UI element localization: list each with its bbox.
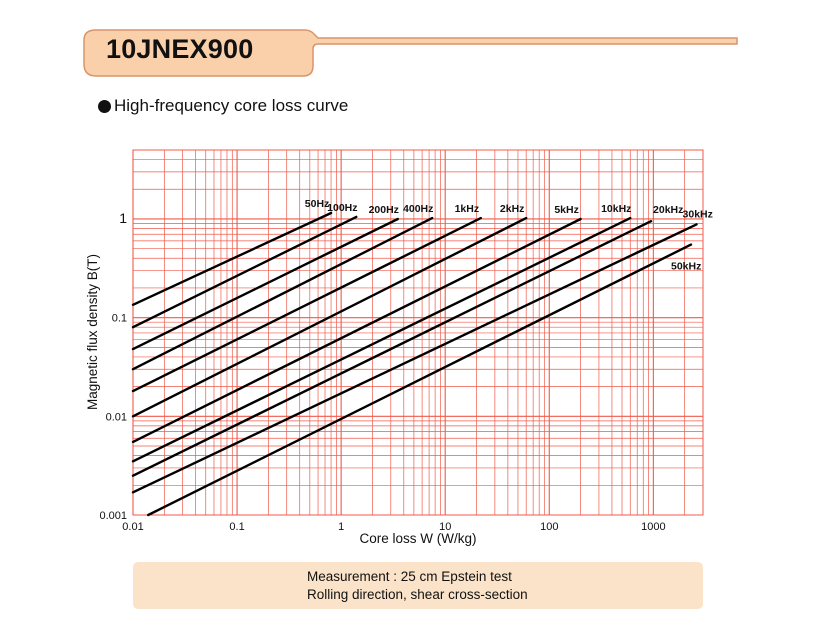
curves [131, 211, 698, 517]
x-tick-label: 0.1 [229, 521, 244, 533]
x-tick-label: 0.01 [122, 521, 143, 533]
curve-400Hz [131, 216, 434, 371]
curve-30kHz [131, 223, 698, 494]
measurement-note: Measurement : 25 cm Epstein test Rolling… [133, 562, 703, 609]
curve-label: 2kHz [500, 203, 525, 215]
page-title: 10JNEX900 [106, 34, 254, 64]
y-axis-label: Magnetic flux density B(T) [85, 254, 100, 410]
title-banner [83, 29, 738, 77]
x-tick-label: 1 [338, 521, 344, 533]
curve-5kHz [131, 217, 582, 444]
subtitle-text: High-frequency core loss curve [114, 96, 349, 115]
note-line-2: Rolling direction, shear cross-section [307, 587, 528, 602]
curve-label: 400Hz [403, 203, 433, 215]
curve-200Hz [131, 217, 399, 351]
curve-20kHz [131, 219, 653, 477]
curve-1kHz [131, 216, 482, 393]
curve-100Hz [131, 215, 358, 329]
curve-label: 1kHz [455, 203, 480, 215]
curve-2kHz [131, 216, 528, 418]
x-tick-label: 10 [439, 521, 451, 533]
x-tick-label: 100 [540, 521, 558, 533]
curve-label: 100Hz [327, 202, 357, 214]
y-tick-label: 0.01 [106, 411, 127, 423]
curve-50Hz [131, 211, 333, 306]
chart-subtitle: High-frequency core loss curve [98, 96, 348, 116]
curve-50kHz [146, 243, 693, 517]
curve-label: 50Hz [305, 198, 330, 210]
curve-label: 5kHz [554, 204, 579, 216]
y-tick-label: 0.1 [112, 313, 127, 325]
x-tick-label: 1000 [641, 521, 665, 533]
y-tick-label: 1 [119, 210, 127, 226]
bullet-icon [98, 99, 111, 113]
curve-label: 20kHz [653, 204, 683, 216]
curve-label: 30kHz [683, 208, 713, 220]
y-tick-label: 0.001 [99, 510, 127, 522]
curve-label: 50kHz [671, 261, 701, 273]
curve-10kHz [131, 216, 632, 463]
curve-label: 10kHz [601, 203, 631, 215]
note-line-1: Measurement : 25 cm Epstein test [307, 569, 512, 584]
curve-label: 200Hz [369, 204, 399, 216]
x-axis-label: Core loss W (W/kg) [359, 531, 476, 546]
